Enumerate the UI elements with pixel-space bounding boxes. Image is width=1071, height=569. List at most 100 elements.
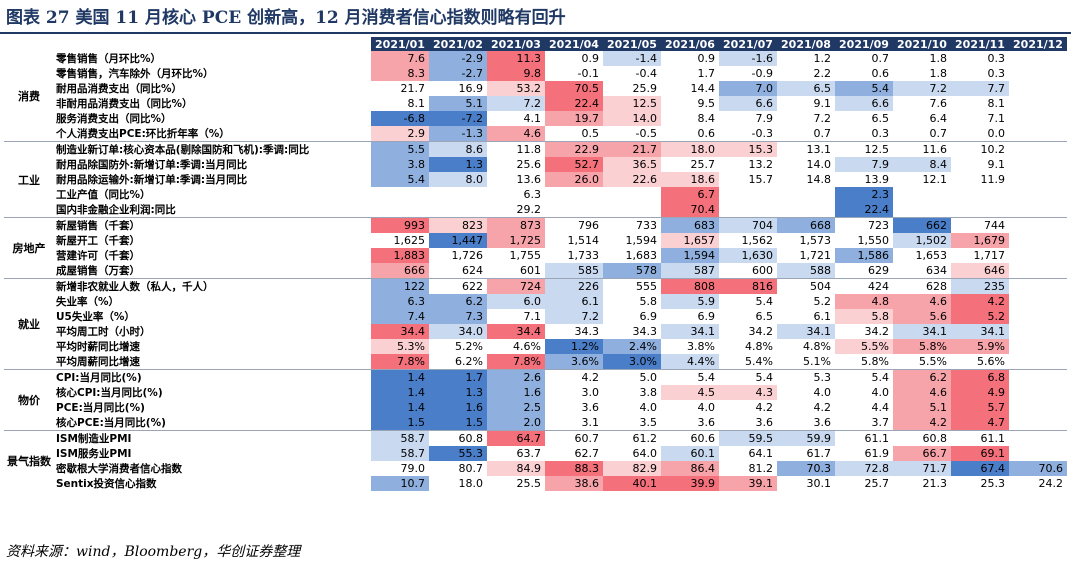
value-cell bbox=[951, 187, 1009, 202]
value-cell: -1.6 bbox=[719, 51, 777, 66]
value-cell: 34.4 bbox=[487, 324, 545, 339]
value-cell: 5.4 bbox=[371, 172, 429, 187]
value-cell: 816 bbox=[719, 278, 777, 294]
value-cell bbox=[1009, 324, 1067, 339]
value-cell: 6.1 bbox=[777, 309, 835, 324]
value-cell: 2.9 bbox=[371, 126, 429, 142]
value-cell: 0.6 bbox=[661, 126, 719, 142]
value-cell: 1.7 bbox=[661, 66, 719, 81]
value-cell: 122 bbox=[371, 278, 429, 294]
value-cell: 5.2 bbox=[777, 294, 835, 309]
value-cell bbox=[1009, 339, 1067, 354]
value-cell: 1,594 bbox=[603, 233, 661, 248]
value-cell bbox=[893, 187, 951, 202]
value-cell: 1,550 bbox=[835, 233, 893, 248]
value-cell bbox=[545, 202, 603, 218]
value-cell: 4.2 bbox=[545, 369, 603, 385]
value-cell: 11.9 bbox=[951, 172, 1009, 187]
value-cell: 0.3 bbox=[951, 51, 1009, 66]
value-cell: 634 bbox=[893, 263, 951, 279]
indicator-label: PCE:当月同比(%) bbox=[56, 402, 145, 414]
table-row: U5失业率（%） 7.4 7.3 7.1 7.2 6.9 6.9 6.5 6.1 5.8 5.6 5.… bbox=[4, 309, 1067, 324]
value-cell: 34.2 bbox=[835, 324, 893, 339]
value-cell: 13.1 bbox=[777, 141, 835, 157]
value-cell: 7.4 bbox=[371, 309, 429, 324]
value-cell: 6.1 bbox=[545, 294, 603, 309]
value-cell: 5.2% bbox=[429, 339, 487, 354]
value-cell: 9.1 bbox=[951, 157, 1009, 172]
value-cell: 6.9 bbox=[603, 309, 661, 324]
value-cell: 34.1 bbox=[893, 324, 951, 339]
value-cell: 5.8 bbox=[603, 294, 661, 309]
figure-title: 图表 27 美国 11 月核心 PCE 创新高，12 月消费者信心指数则略有回升 bbox=[6, 8, 566, 28]
column-header: 2021/04 bbox=[545, 37, 603, 51]
value-cell bbox=[429, 202, 487, 218]
value-cell: 4.0 bbox=[661, 400, 719, 415]
value-cell: 67.4 bbox=[951, 461, 1009, 476]
value-cell: 6.6 bbox=[835, 96, 893, 111]
value-cell: 25.9 bbox=[603, 81, 661, 96]
value-cell: 4.6% bbox=[487, 339, 545, 354]
value-cell: 64.7 bbox=[487, 430, 545, 446]
value-cell: 7.1 bbox=[951, 111, 1009, 126]
value-cell: 578 bbox=[603, 263, 661, 279]
value-cell: 0.6 bbox=[835, 66, 893, 81]
value-cell bbox=[1009, 446, 1067, 461]
value-cell: 1,586 bbox=[835, 248, 893, 263]
value-cell: 34.1 bbox=[777, 324, 835, 339]
value-cell: 683 bbox=[661, 217, 719, 233]
value-cell bbox=[1009, 51, 1067, 66]
value-cell: 64.1 bbox=[719, 446, 777, 461]
table-row: 成屋销售（万套） 666 624 601 585 578 587 600 588 629 634 64… bbox=[4, 263, 1067, 279]
indicator-label: 制造业新订单:核心资本品(剔除国防和飞机):季调:同比 bbox=[54, 141, 371, 157]
value-cell: -7.2 bbox=[429, 111, 487, 126]
value-cell: 13.9 bbox=[835, 172, 893, 187]
value-cell: 3.0 bbox=[545, 385, 603, 400]
value-cell: 5.8% bbox=[893, 339, 951, 354]
value-cell: 1,733 bbox=[545, 248, 603, 263]
value-cell: 1,657 bbox=[661, 233, 719, 248]
value-cell: 587 bbox=[661, 263, 719, 279]
indicator-label: 平均周工时（小时） bbox=[56, 326, 151, 338]
value-cell: 5.5% bbox=[893, 354, 951, 370]
header-blank bbox=[54, 37, 371, 51]
value-cell: 14.8 bbox=[777, 172, 835, 187]
value-cell: 3.7 bbox=[835, 415, 893, 431]
value-cell bbox=[1009, 354, 1067, 370]
value-cell: 64.0 bbox=[603, 446, 661, 461]
indicator-label: 零售销售，汽车除外（月环比%） bbox=[56, 68, 214, 80]
value-cell: 22.4 bbox=[545, 96, 603, 111]
value-cell: 3.1 bbox=[545, 415, 603, 431]
value-cell: 4.8 bbox=[835, 294, 893, 309]
column-header: 2021/07 bbox=[719, 37, 777, 51]
value-cell: 1.8 bbox=[893, 66, 951, 81]
value-cell: 0.7 bbox=[777, 126, 835, 142]
table-row: 营建许可（千套） 1,883 1,726 1,755 1,733 1,683 1,594 1,… bbox=[4, 248, 1067, 263]
indicator-label: U5失业率（%） bbox=[56, 311, 135, 323]
category-label: 物价 bbox=[4, 369, 54, 431]
indicator-label: 耐用品除国防外:新增订单:季调:当月同比 bbox=[56, 159, 248, 171]
value-cell: 7.0 bbox=[719, 81, 777, 96]
value-cell: 628 bbox=[893, 278, 951, 294]
value-cell: 14.0 bbox=[777, 157, 835, 172]
table-row: 工业产值（同比%） 6.3 6.7 2.3 bbox=[4, 187, 1067, 202]
value-cell: 34.4 bbox=[371, 324, 429, 339]
value-cell: 69.1 bbox=[951, 446, 1009, 461]
value-cell bbox=[1009, 248, 1067, 263]
value-cell: 88.3 bbox=[545, 461, 603, 476]
value-cell: 0.7 bbox=[893, 126, 951, 142]
value-cell: 6.2% bbox=[429, 354, 487, 370]
indicator-label: 平均周薪同比增速 bbox=[56, 356, 140, 368]
value-cell: 52.7 bbox=[545, 157, 603, 172]
value-cell: 3.6 bbox=[719, 415, 777, 431]
value-cell: 6.3 bbox=[371, 294, 429, 309]
value-cell: 70.6 bbox=[1009, 461, 1067, 476]
value-cell: 30.1 bbox=[777, 476, 835, 491]
value-cell: 11.8 bbox=[487, 141, 545, 157]
indicator-label: ISM制造业PMI bbox=[54, 430, 371, 446]
value-cell: 7.2 bbox=[545, 309, 603, 324]
value-cell: 9.8 bbox=[487, 66, 545, 81]
value-cell bbox=[1009, 141, 1067, 157]
column-header: 2021/12 bbox=[1009, 37, 1067, 51]
indicator-label: 服务消费支出（同比%） bbox=[56, 113, 172, 125]
